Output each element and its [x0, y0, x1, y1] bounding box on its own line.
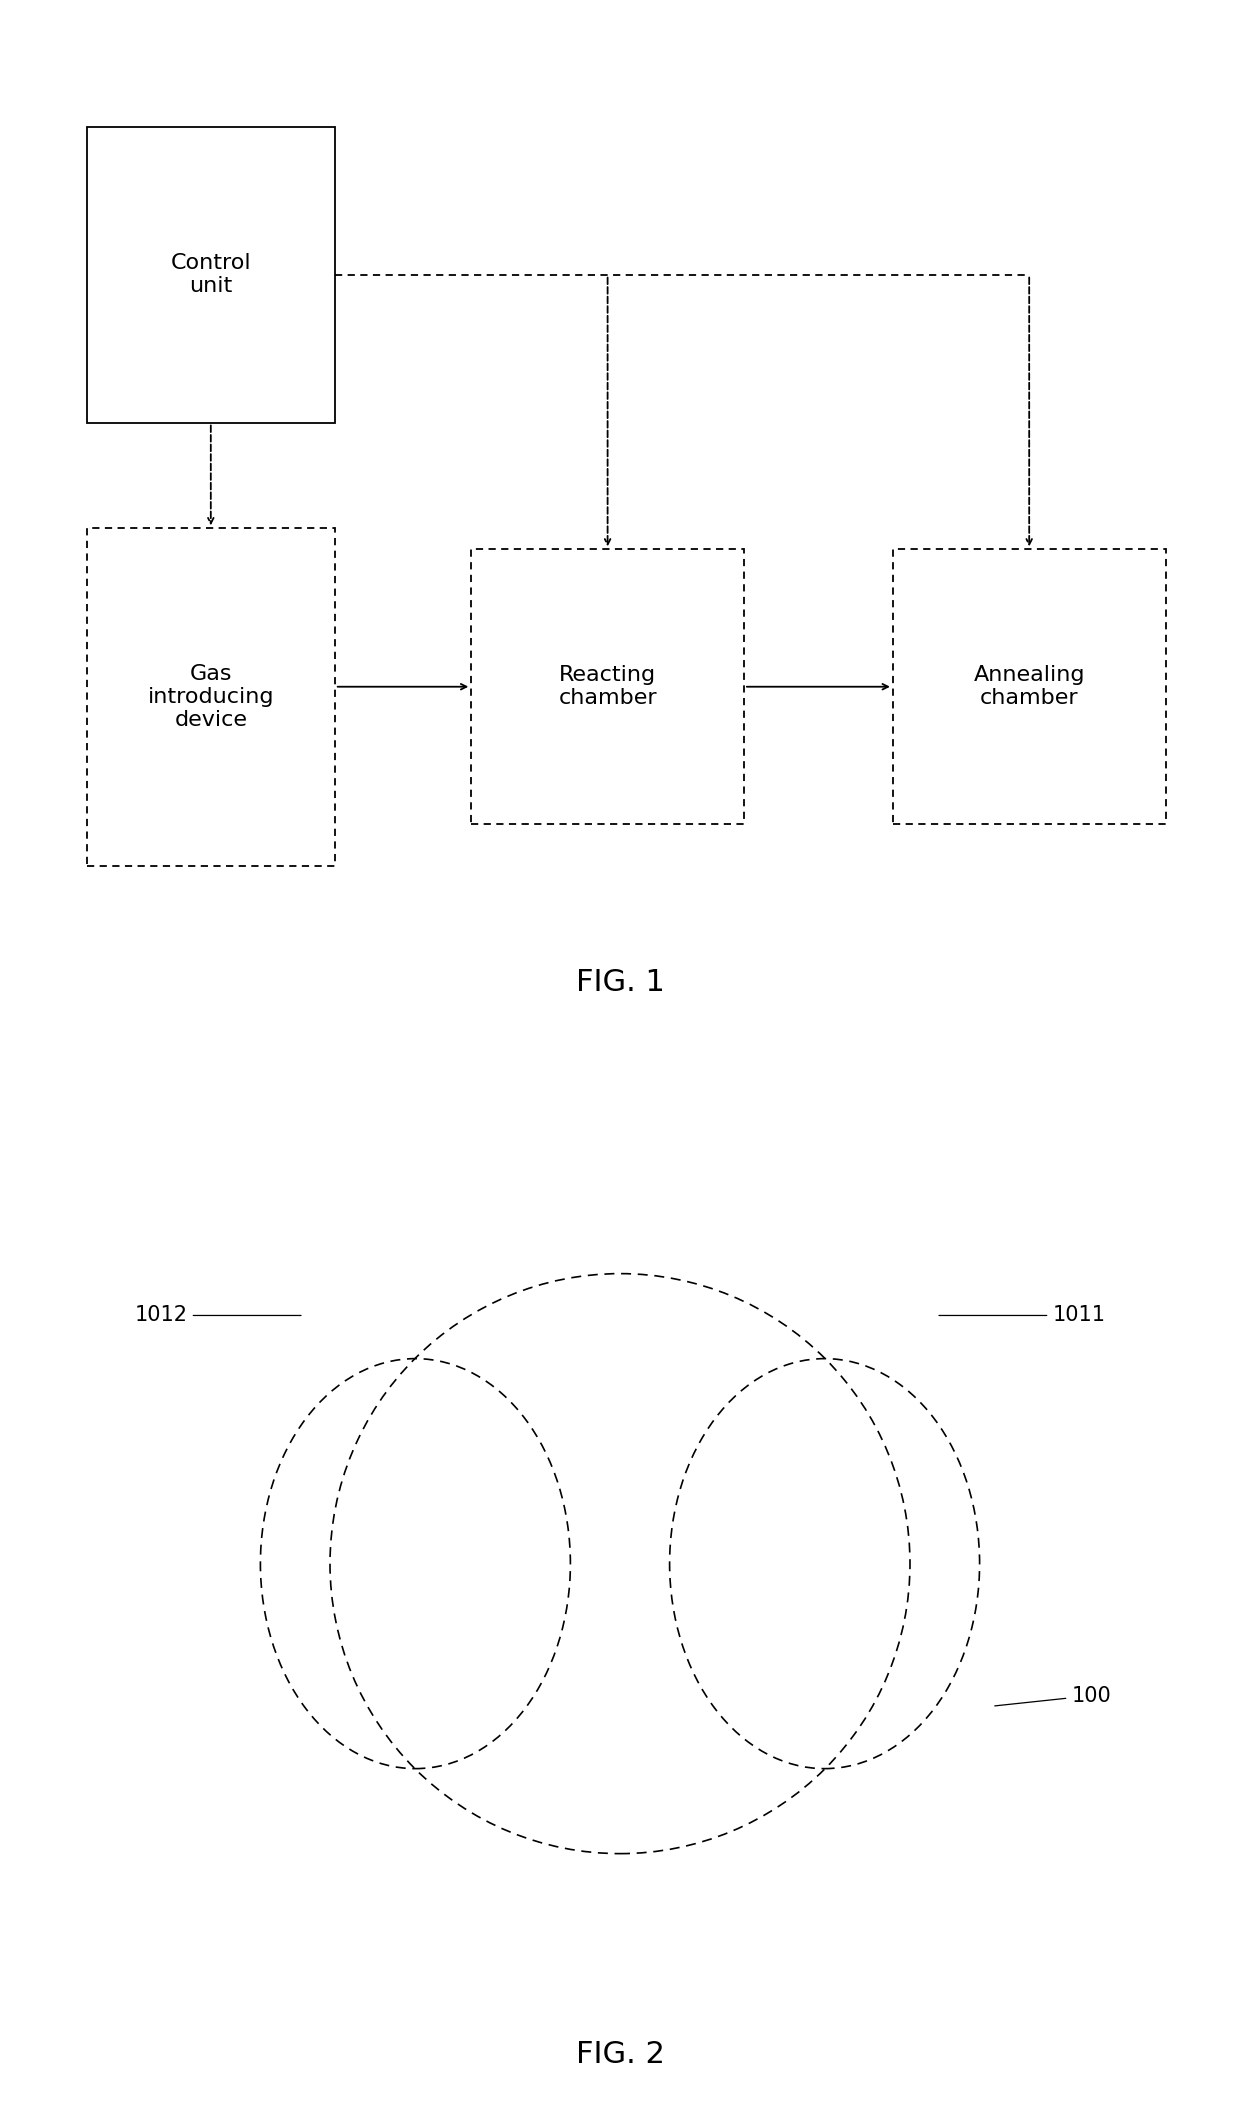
Text: Reacting
chamber: Reacting chamber	[558, 666, 657, 708]
Bar	[893, 549, 1166, 824]
Text: Control
unit: Control unit	[170, 254, 252, 296]
Bar	[87, 528, 335, 866]
Text: Annealing
chamber: Annealing chamber	[973, 666, 1085, 708]
Text: FIG. 2: FIG. 2	[575, 2041, 665, 2069]
Bar	[87, 127, 335, 423]
Text: 1012: 1012	[135, 1306, 301, 1325]
Text: 100: 100	[994, 1686, 1111, 1705]
Text: 1011: 1011	[939, 1306, 1105, 1325]
Bar	[471, 549, 744, 824]
Text: Gas
introducing
device: Gas introducing device	[148, 663, 274, 731]
Text: FIG. 1: FIG. 1	[575, 968, 665, 997]
